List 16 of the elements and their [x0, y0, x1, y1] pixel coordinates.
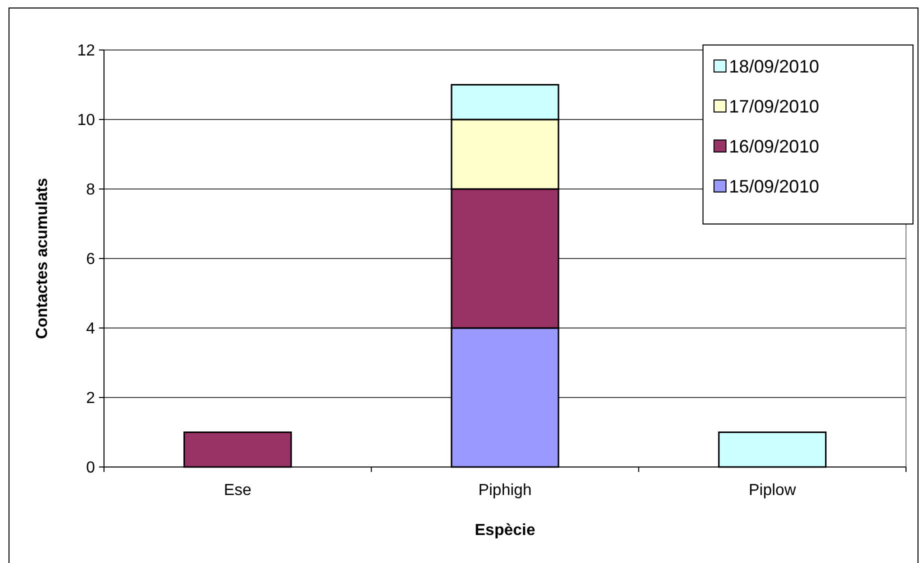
y-axis-title: Contactes acumulats — [34, 178, 51, 339]
y-tick-label: 8 — [86, 182, 96, 199]
y-tick-label: 10 — [77, 112, 96, 130]
y-tick-label: 6 — [86, 251, 96, 268]
legend-label: 17/09/2010 — [729, 96, 820, 116]
x-axis-title: Espècie — [474, 522, 536, 539]
legend-label: 18/09/2010 — [729, 56, 820, 76]
y-tick-label: 4 — [86, 320, 96, 338]
y-tick-label: 12 — [77, 42, 96, 60]
x-tick-label: Piphigh — [478, 482, 532, 499]
legend-label: 16/09/2010 — [729, 136, 820, 156]
x-tick-label: Piplow — [748, 482, 796, 499]
y-tick-label: 2 — [86, 390, 96, 408]
legend-label: 15/09/2010 — [729, 176, 820, 196]
x-tick-label: Ese — [224, 482, 252, 499]
y-tick-label: 0 — [86, 460, 96, 477]
